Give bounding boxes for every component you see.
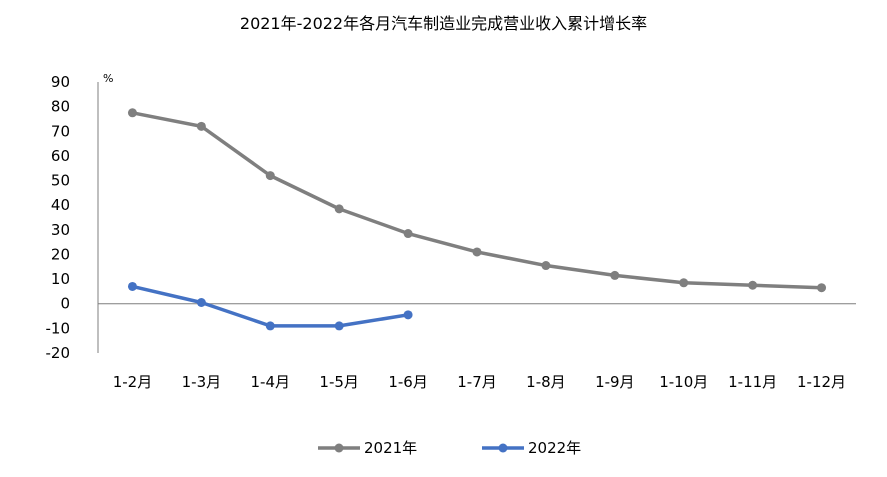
x-axis: 1-2月 1-3月 1-4月 1-5月 1-6月 1-7月 1-8月 1-9月 1-10月 1-1… xyxy=(98,303,856,391)
y-tick-label: 10 xyxy=(51,270,70,288)
data-point xyxy=(541,261,551,271)
data-point xyxy=(748,280,758,290)
x-tick-label: 1-6月 xyxy=(388,373,428,391)
y-tick-label: 80 xyxy=(51,98,70,116)
series-layer xyxy=(127,108,827,331)
x-tick-label: 1-4月 xyxy=(251,373,291,391)
data-point xyxy=(403,229,413,239)
y-tick-label: 30 xyxy=(51,221,70,239)
x-tick-label: 1-5月 xyxy=(319,373,359,391)
data-point xyxy=(127,108,137,118)
chart-title: 2021年-2022年各月汽车制造业完成营业收入累计增长率 xyxy=(239,14,648,33)
legend: 2021年 2022年 xyxy=(318,439,581,457)
data-point xyxy=(334,321,344,331)
series-line-0 xyxy=(130,111,824,290)
y-tick-label: 20 xyxy=(51,245,70,263)
data-point xyxy=(196,297,206,307)
legend-label-1: 2022年 xyxy=(528,439,581,457)
x-tick-label: 1-11月 xyxy=(728,373,777,391)
y-unit-label: % xyxy=(103,72,113,85)
x-tick-label: 1-12月 xyxy=(797,373,846,391)
legend-marker-0 xyxy=(334,443,344,453)
x-tick-label: 1-9月 xyxy=(595,373,635,391)
y-tick-label: 50 xyxy=(51,172,70,190)
x-tick-label: 1-2月 xyxy=(113,373,153,391)
y-tick-label: 40 xyxy=(51,196,70,214)
legend-marker-1 xyxy=(498,443,508,453)
data-point xyxy=(196,121,206,131)
y-tick-label: 90 xyxy=(51,73,70,91)
data-point xyxy=(679,278,689,288)
legend-label-0: 2021年 xyxy=(364,439,417,457)
x-tick-label: 1-8月 xyxy=(526,373,566,391)
x-tick-label: 1-7月 xyxy=(457,373,497,391)
y-tick-label: -20 xyxy=(46,344,71,362)
y-tick-label: 0 xyxy=(60,295,70,313)
data-point xyxy=(334,204,344,214)
y-tick-label: 60 xyxy=(51,147,70,165)
data-point xyxy=(610,270,620,280)
data-point xyxy=(265,321,275,331)
data-point xyxy=(817,283,827,293)
data-point xyxy=(403,310,413,320)
data-point xyxy=(127,281,137,291)
data-point xyxy=(265,171,275,181)
y-tick-label: 70 xyxy=(51,122,70,140)
y-axis: 90 80 70 60 50 40 30 20 10 0 -10 -20% xyxy=(46,72,114,362)
data-point xyxy=(472,247,482,257)
x-tick-label: 1-3月 xyxy=(182,373,222,391)
y-tick-label: -10 xyxy=(46,319,71,337)
x-tick-label: 1-10月 xyxy=(659,373,708,391)
series-line-1 xyxy=(130,284,410,328)
